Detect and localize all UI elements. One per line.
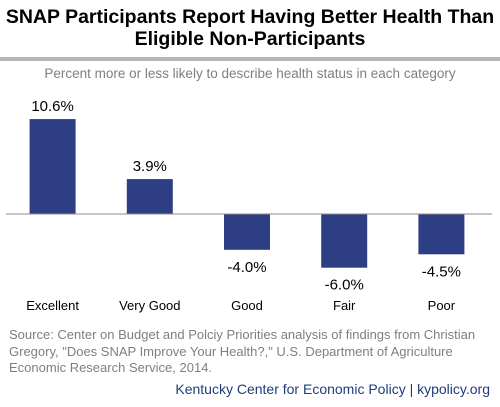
category-label: Very Good [119,298,180,313]
data-label: -6.0% [325,277,364,294]
data-label: -4.5% [422,263,461,280]
bar-chart: 10.6% Excellent 3.9% Very Good -4.0% Good -6.0… [6,98,492,313]
chart-subtitle: Percent more or less likely to describe … [44,66,456,81]
chart-title-line-1: SNAP Participants Report Having Better H… [5,6,495,28]
footer-credit: Kentucky Center for Economic Policy | ky… [175,381,490,397]
category-label: Poor [428,298,456,313]
bar-fair [321,214,368,268]
category-label: Fair [333,298,356,313]
bar-excellent [29,119,76,214]
category-label: Excellent [26,298,79,313]
data-label: -4.0% [227,259,266,276]
data-label: 3.9% [133,158,167,175]
category-label: Good [231,298,263,313]
data-label: 10.6% [31,98,74,115]
title-divider-bar [0,57,500,61]
bar-good [224,214,270,250]
chart-title-line-2: Eligible Non-Participants [134,28,366,50]
bar-poor [418,214,465,255]
chart-title: SNAP Participants Report Having Better H… [0,6,500,50]
bar-very-good [126,179,173,214]
source-note: Source: Center on Budget and Polciy Prio… [9,327,476,375]
